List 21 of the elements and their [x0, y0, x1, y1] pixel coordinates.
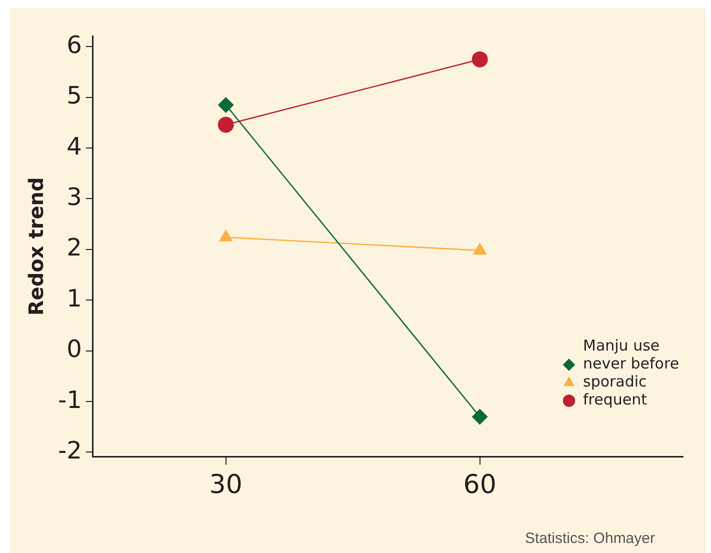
point: [472, 408, 488, 425]
x-tick-label: 30: [209, 470, 242, 500]
y-tick-label: 3: [66, 182, 82, 211]
y-axis-title: Redox trend: [24, 177, 48, 316]
point: [218, 116, 234, 133]
point: [472, 51, 488, 68]
y-tick-label: 2: [66, 234, 82, 262]
x-tick-label: 60: [463, 470, 496, 500]
y-tick-label: 5: [66, 82, 82, 110]
y-tick-label: 1: [66, 284, 82, 312]
text: Statistics: Ohmayer: [524, 530, 655, 547]
y-tick-label: -2: [58, 436, 82, 464]
legend-label: never before: [583, 354, 680, 373]
y-tick-label: 0: [66, 335, 82, 364]
legend-label: sporadic: [583, 372, 647, 391]
legend-label: frequent: [583, 390, 648, 409]
legend-title: Manju use: [583, 336, 660, 355]
point: [218, 96, 234, 113]
y-tick-label: 4: [66, 132, 82, 160]
y-tick-label: -1: [58, 386, 82, 414]
y-tick-label: 6: [66, 30, 82, 59]
